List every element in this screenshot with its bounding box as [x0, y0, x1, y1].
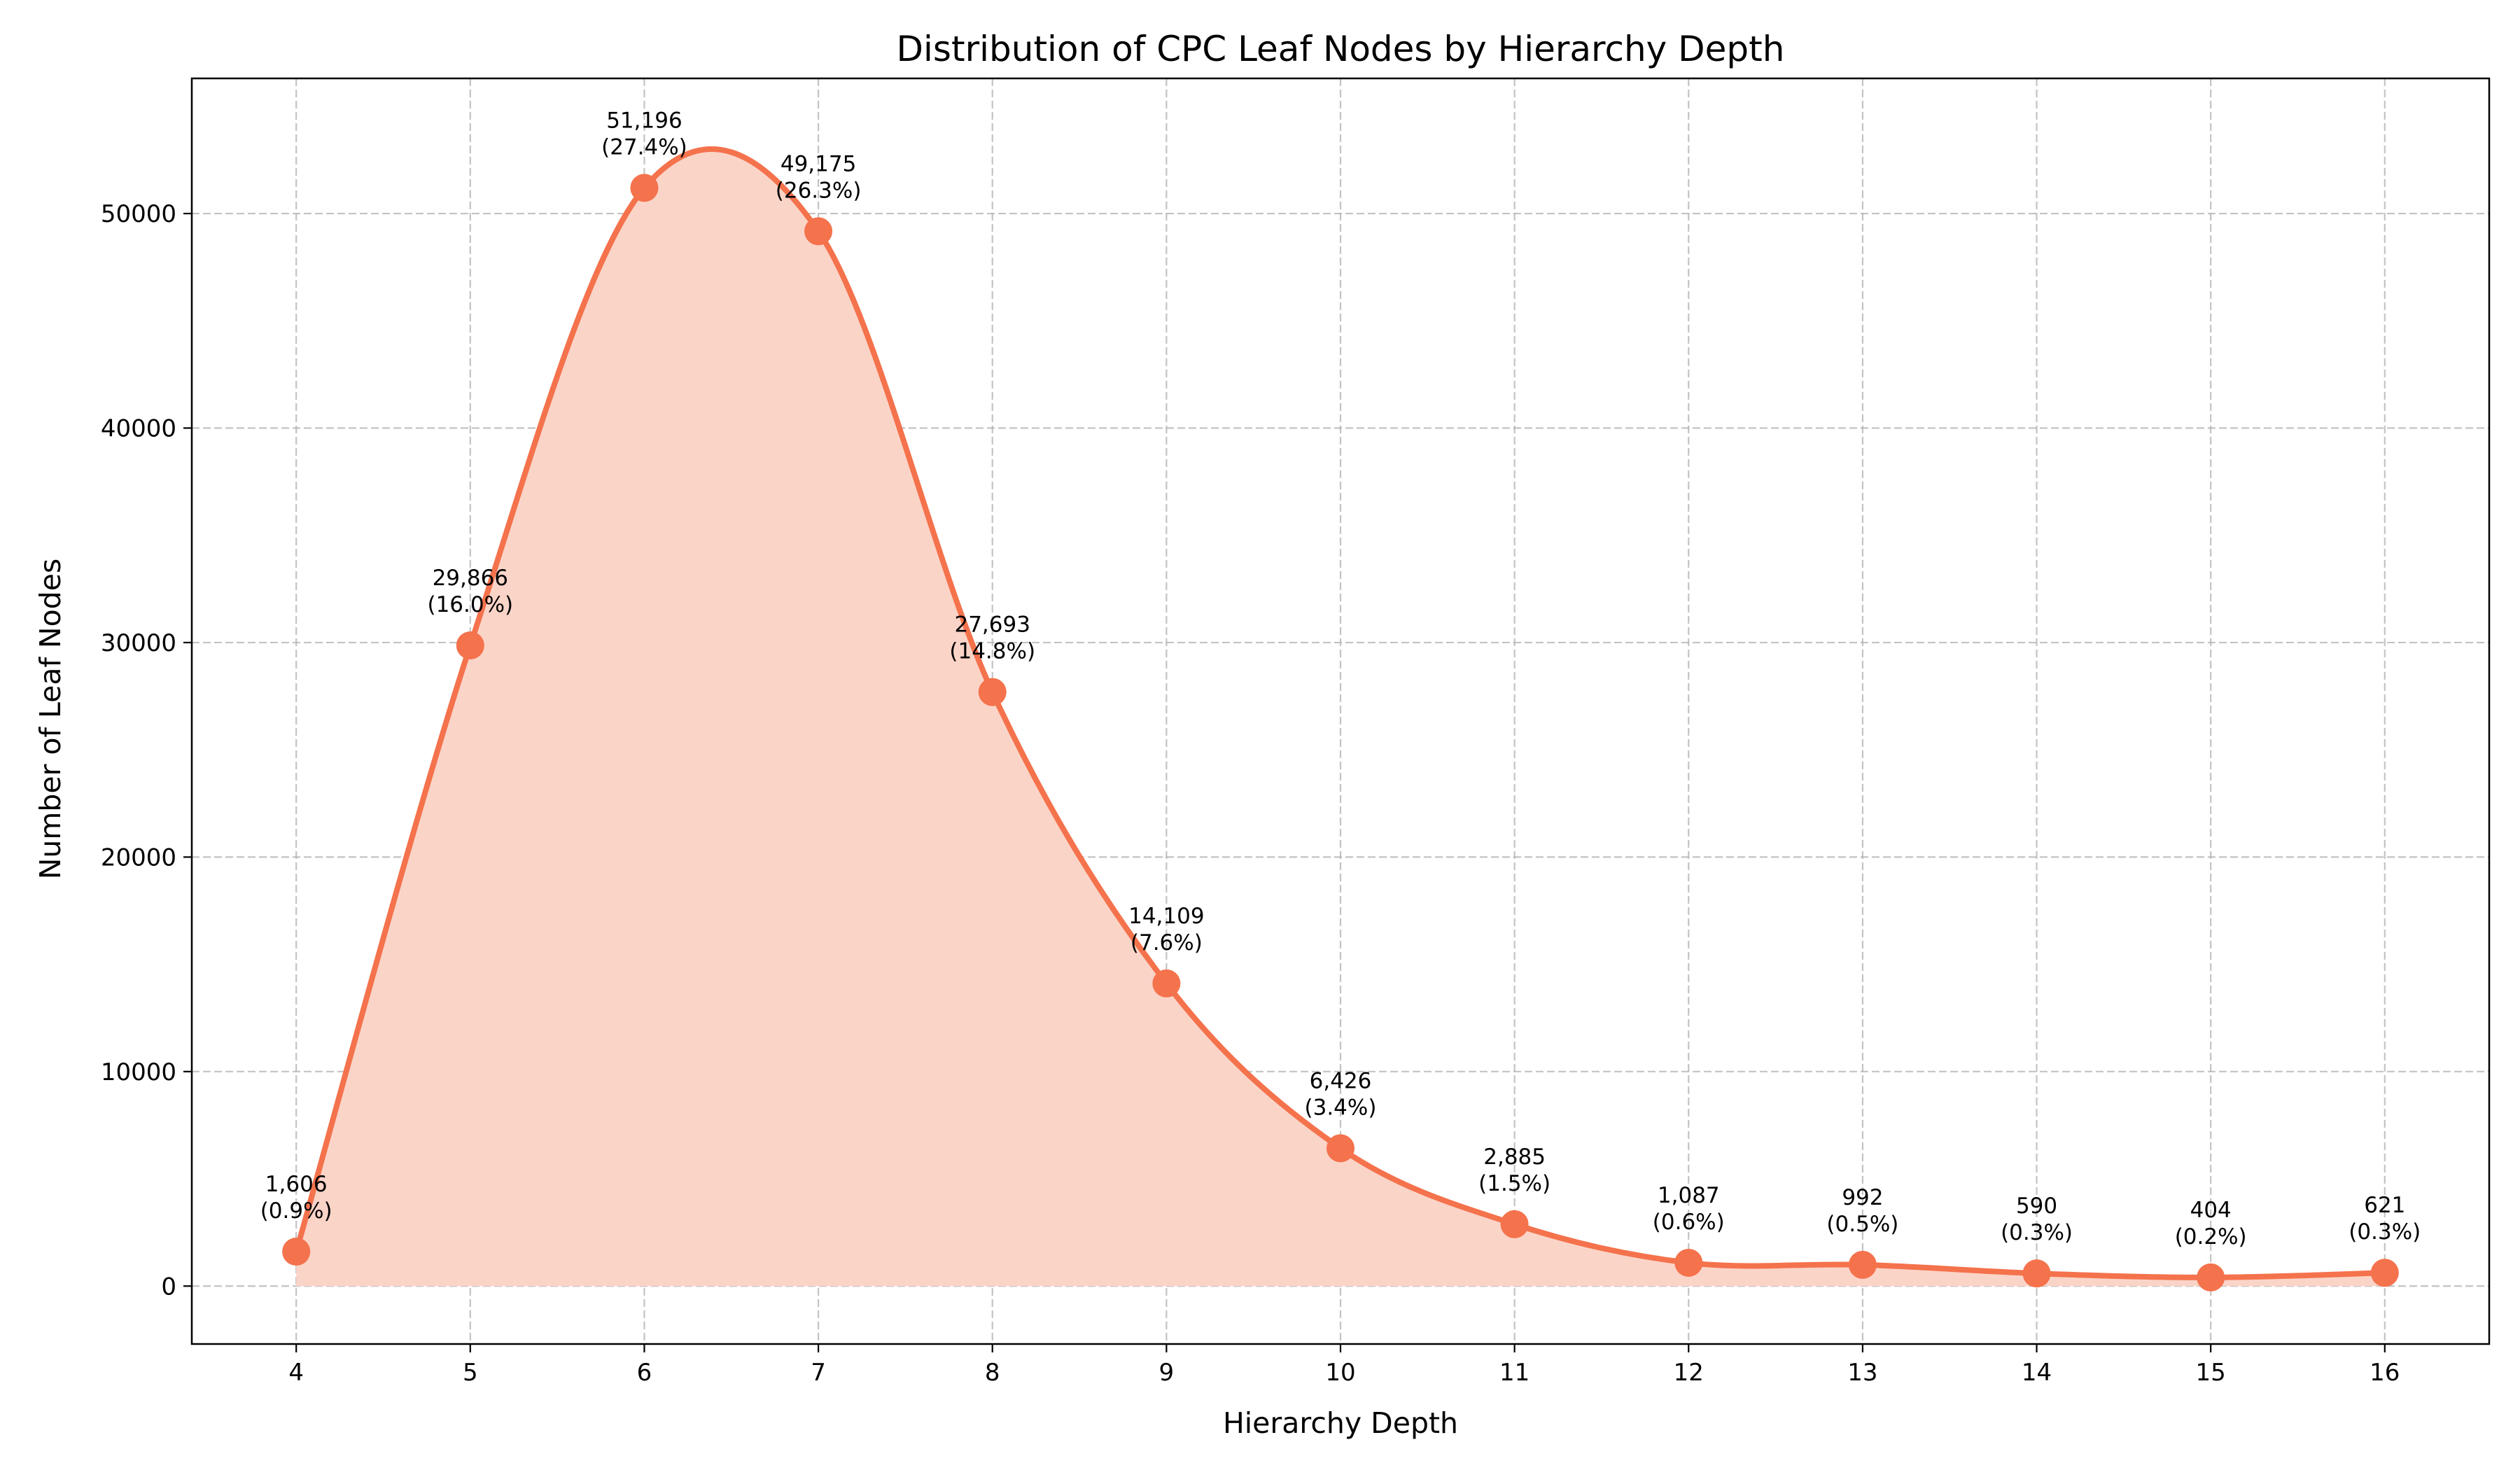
x-tick-label: 6 [637, 1359, 652, 1387]
data-point [1500, 1210, 1529, 1238]
data-point [1848, 1250, 1877, 1279]
marker-layer [282, 174, 2399, 1292]
y-tick-label: 10000 [101, 1058, 176, 1086]
x-axis: 4 5 6 7 8 9 10 11 12 13 14 15 16 [288, 1344, 2400, 1387]
data-label-percent: (0.6%) [1653, 1210, 1725, 1235]
y-axis-label: Number of Leaf Nodes [34, 559, 67, 880]
data-label-percent: (16.0%) [427, 592, 513, 617]
x-tick-label: 5 [463, 1359, 478, 1387]
y-tick-label: 0 [161, 1273, 176, 1301]
data-point [1152, 969, 1181, 997]
x-tick-label: 4 [288, 1359, 304, 1387]
data-label-value: 590 [2016, 1194, 2057, 1219]
data-point [804, 217, 833, 246]
data-label-value: 992 [1842, 1185, 1883, 1210]
data-label-value: 27,693 [954, 612, 1030, 638]
x-tick-label: 9 [1159, 1359, 1175, 1387]
x-tick-label: 15 [2196, 1359, 2226, 1387]
data-label-percent: (26.3%) [776, 178, 862, 203]
data-point [630, 174, 659, 202]
x-tick-label: 11 [1499, 1359, 1530, 1387]
y-tick-label: 30000 [101, 629, 176, 657]
data-label-value: 1,087 [1658, 1183, 1720, 1208]
data-label-percent: (14.8%) [949, 639, 1035, 664]
y-axis: 0 10000 20000 30000 40000 50000 [101, 200, 192, 1301]
x-tick-label: 8 [985, 1359, 1000, 1387]
x-tick-label: 16 [2370, 1359, 2400, 1387]
data-label-percent: (27.4%) [601, 134, 687, 160]
data-point [1674, 1248, 1703, 1277]
data-point [2022, 1259, 2051, 1288]
data-point [1326, 1134, 1354, 1163]
data-label-percent: (0.3%) [2348, 1219, 2421, 1245]
data-label-value: 6,426 [1310, 1068, 1372, 1093]
data-label-layer: 1,606(0.9%) 29,866(16.0%) 51,196(27.4%) 49,… [260, 108, 2421, 1249]
data-label-percent: (7.6%) [1130, 930, 1203, 955]
data-label-percent: (0.9%) [260, 1198, 332, 1224]
data-label-value: 29,866 [433, 566, 508, 591]
data-point [978, 678, 1007, 706]
y-tick-label: 50000 [101, 200, 176, 228]
data-label-value: 1,606 [265, 1172, 328, 1197]
y-tick-label: 20000 [101, 844, 176, 872]
data-label-value: 49,175 [780, 151, 856, 176]
data-label-value: 51,196 [606, 108, 682, 133]
series-line [293, 146, 2388, 1280]
x-tick-label: 14 [2022, 1359, 2052, 1387]
data-label-percent: (0.3%) [2001, 1220, 2073, 1245]
data-label-percent: (1.5%) [1478, 1171, 1550, 1196]
data-label-value: 404 [2190, 1198, 2232, 1223]
area-fill [296, 148, 2385, 1287]
data-label-percent: (3.4%) [1305, 1095, 1377, 1120]
data-point [282, 1238, 311, 1266]
data-point [2370, 1259, 2399, 1287]
x-tick-label: 7 [811, 1359, 826, 1387]
data-point [456, 631, 484, 660]
y-tick-label: 40000 [101, 414, 176, 442]
data-point [2197, 1263, 2225, 1292]
data-label-percent: (0.5%) [1826, 1212, 1898, 1237]
x-tick-label: 13 [1847, 1359, 1877, 1387]
x-tick-label: 10 [1325, 1359, 1355, 1387]
data-label-value: 621 [2364, 1193, 2405, 1218]
x-axis-label: Hierarchy Depth [1223, 1406, 1458, 1440]
data-label-value: 14,109 [1128, 904, 1204, 929]
data-label-value: 2,885 [1483, 1144, 1546, 1170]
chart-title: Distribution of CPC Leaf Nodes by Hierar… [897, 29, 1785, 69]
data-label-percent: (0.2%) [2175, 1224, 2247, 1250]
x-tick-label: 12 [1674, 1359, 1704, 1387]
